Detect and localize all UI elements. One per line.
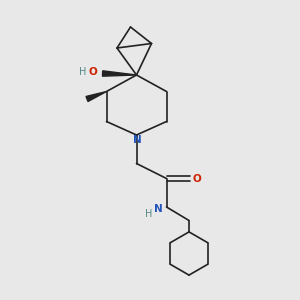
Text: O: O — [192, 173, 201, 184]
Text: H: H — [79, 67, 86, 77]
Text: N: N — [133, 135, 142, 146]
Polygon shape — [86, 92, 106, 101]
Polygon shape — [103, 71, 136, 76]
Text: N: N — [154, 203, 163, 214]
Text: H: H — [146, 208, 153, 219]
Text: O: O — [88, 67, 98, 77]
